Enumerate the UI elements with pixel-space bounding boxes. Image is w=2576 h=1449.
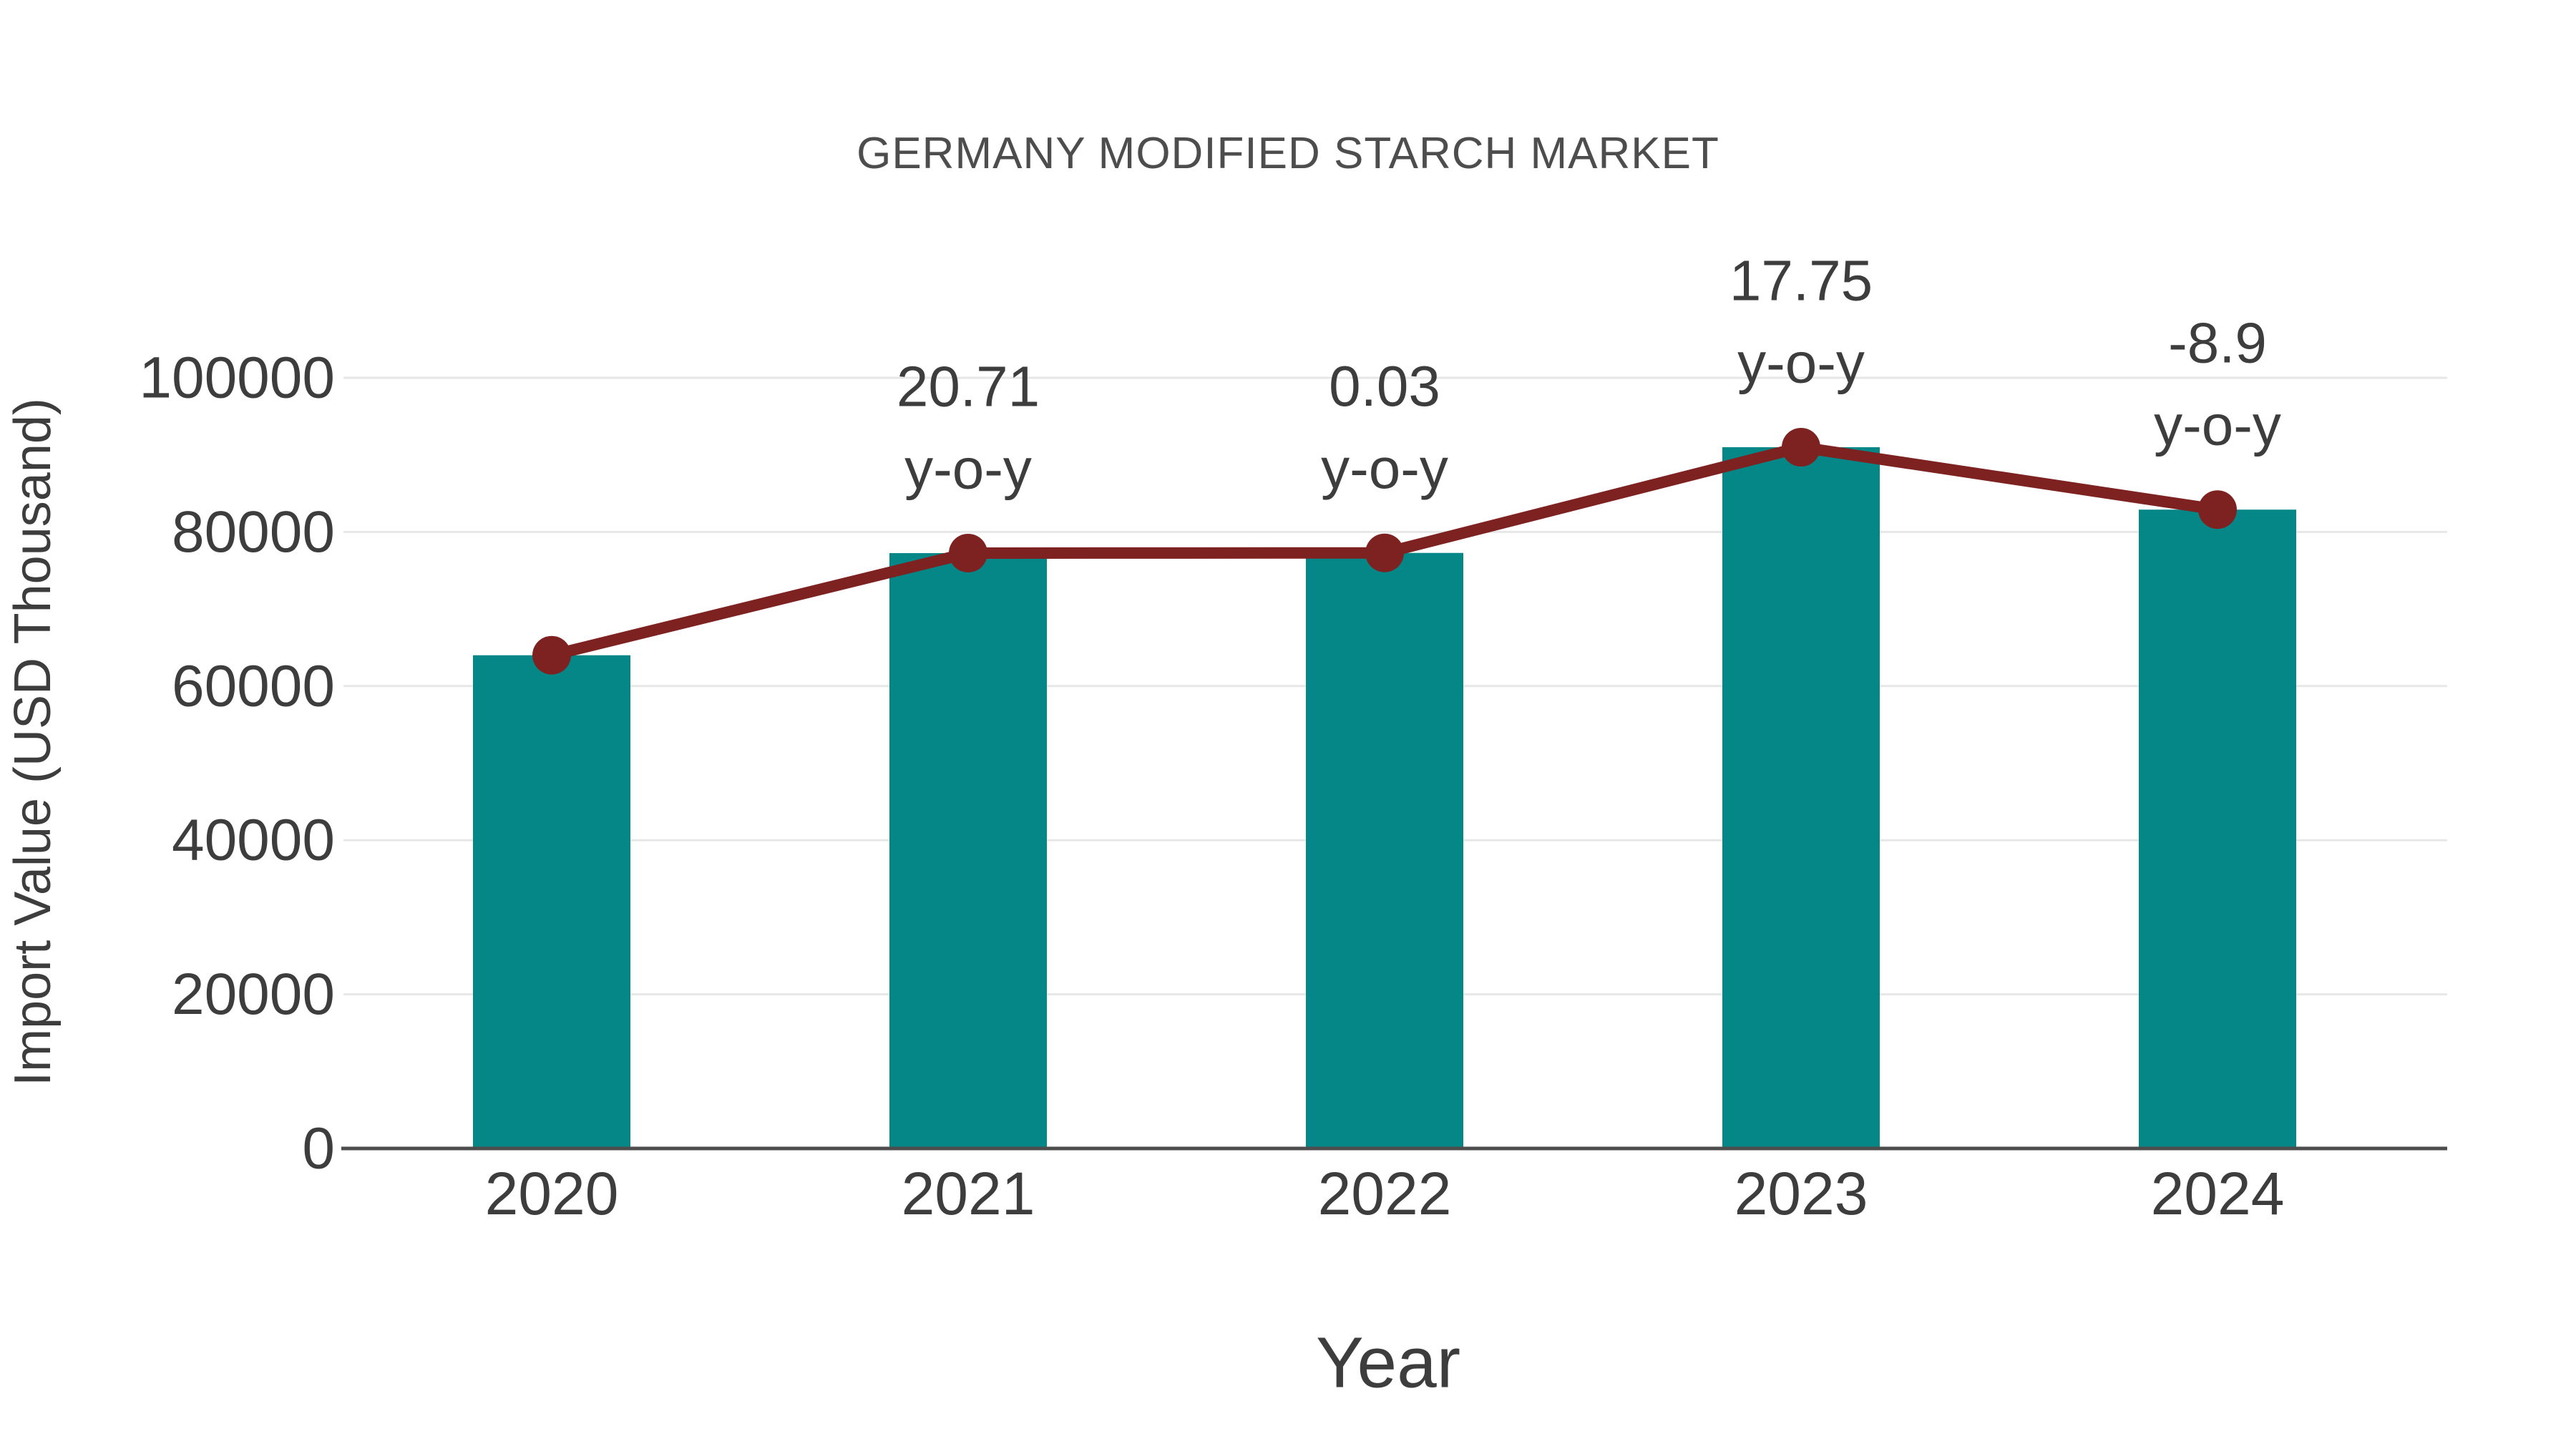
y-tick-label: 20000 xyxy=(172,962,335,1027)
x-tick-label: 2023 xyxy=(1735,1160,1868,1227)
annotation-label-2021: y-o-y xyxy=(904,436,1032,500)
chart-title: GERMANY MODIFIED STARCH MARKET xyxy=(857,129,1719,178)
x-tick-label: 2024 xyxy=(2151,1160,2285,1227)
annotation-value-2023: 17.75 xyxy=(1729,248,1873,312)
trend-marker-2023 xyxy=(1782,427,1820,467)
bar-2024 xyxy=(2139,509,2296,1148)
annotation-value-2022: 0.03 xyxy=(1329,354,1440,418)
trend-marker-2020 xyxy=(532,635,571,675)
bar-2020 xyxy=(473,655,630,1148)
bar-2022 xyxy=(1306,552,1463,1148)
annotation-label-2024: y-o-y xyxy=(2154,394,2281,457)
trend-marker-2021 xyxy=(949,533,987,572)
y-tick-label: 80000 xyxy=(172,499,335,565)
y-tick-label: 60000 xyxy=(172,653,335,718)
annotation-label-2022: y-o-y xyxy=(1321,436,1448,500)
y-tick-label: 0 xyxy=(302,1116,335,1181)
trend-marker-2024 xyxy=(2198,490,2237,530)
bar-2023 xyxy=(1722,447,1880,1148)
trend-marker-2022 xyxy=(1365,533,1404,572)
y-tick-label: 40000 xyxy=(172,808,335,873)
x-tick-label: 2021 xyxy=(902,1160,1035,1227)
x-axis-title: Year xyxy=(1315,1322,1461,1403)
annotation-value-2024: -8.9 xyxy=(2168,311,2267,375)
y-tick-label: 100000 xyxy=(139,346,335,411)
bar-2021 xyxy=(889,552,1047,1148)
y-axis-title: Import Value (USD Thousand) xyxy=(4,398,62,1086)
annotation-label-2023: y-o-y xyxy=(1737,331,1865,394)
x-tick-label: 2020 xyxy=(485,1160,619,1227)
x-tick-label: 2022 xyxy=(1318,1160,1452,1227)
annotation-value-2021: 20.71 xyxy=(897,354,1040,418)
